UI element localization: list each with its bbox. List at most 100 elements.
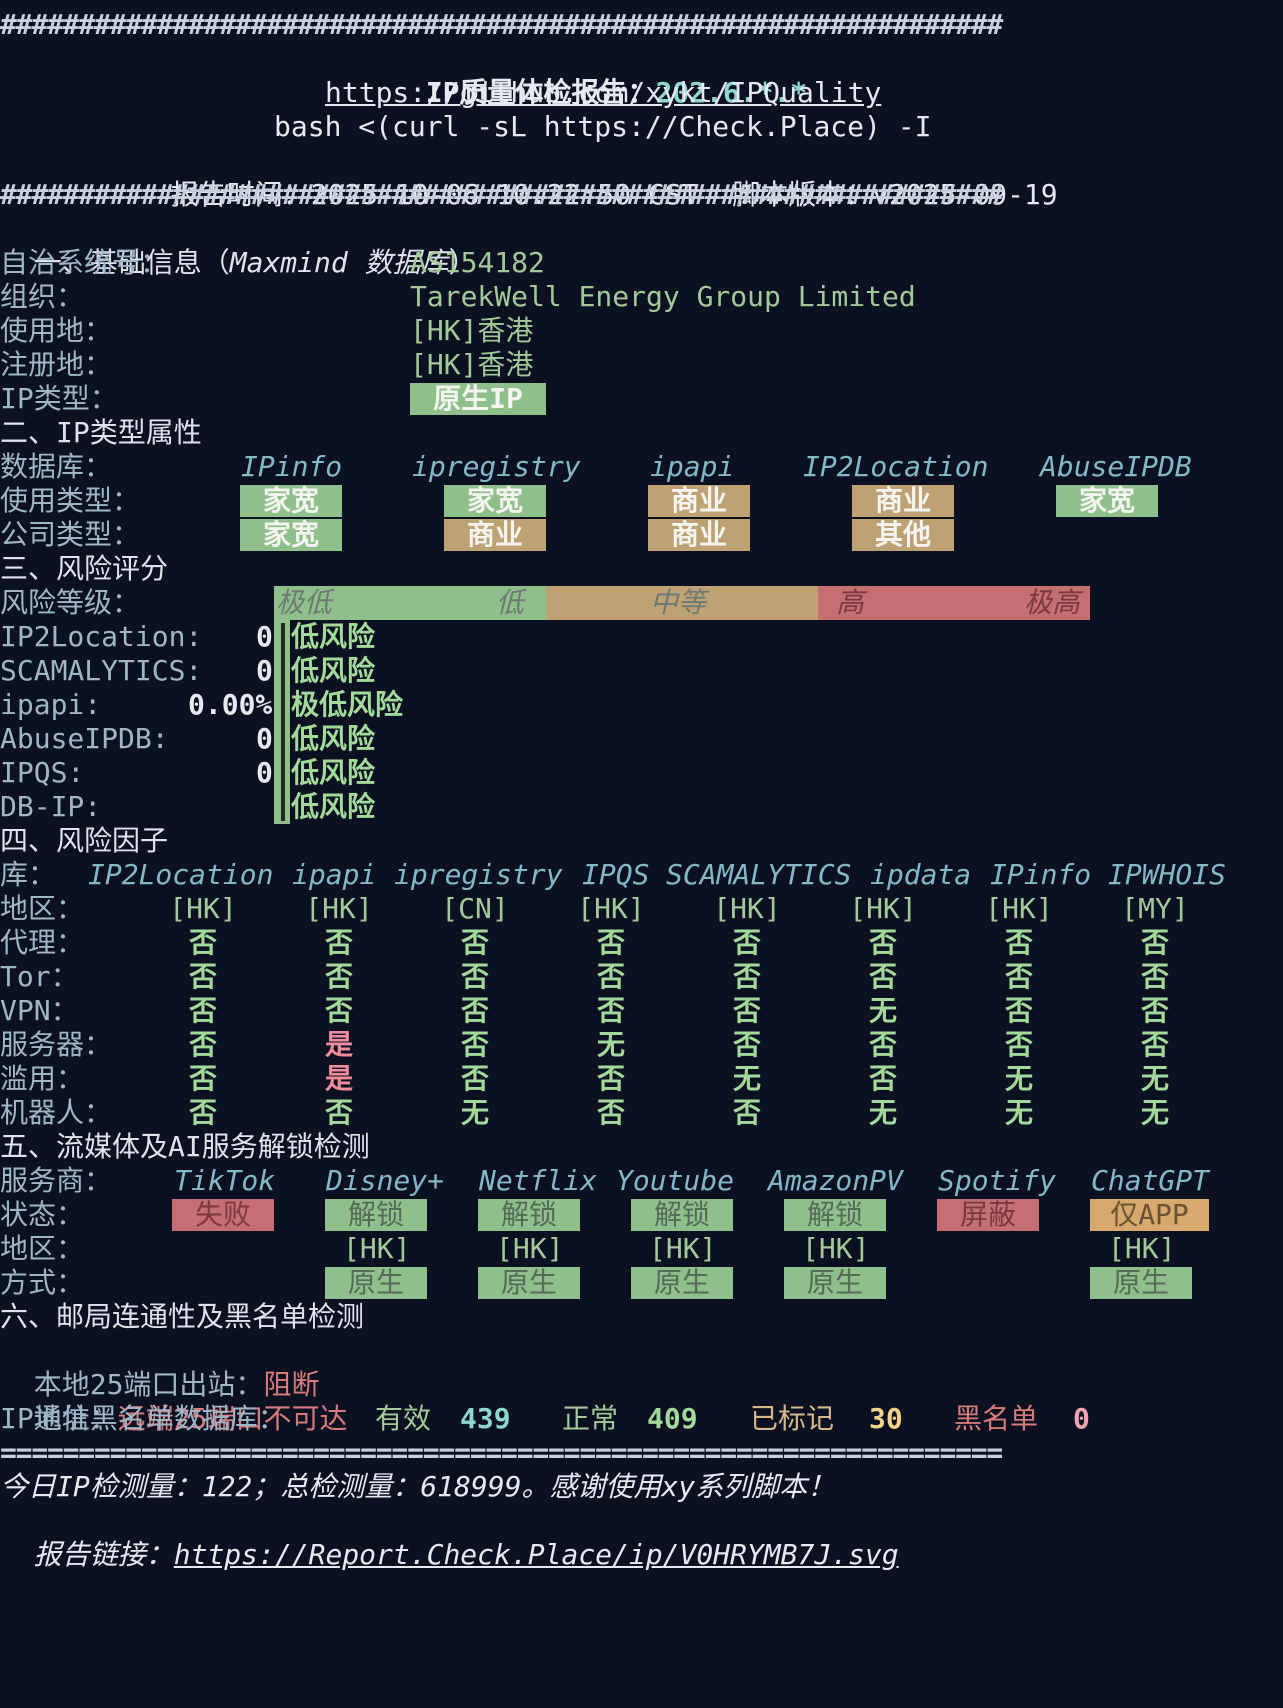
- region-chatgpt: [HK]: [1108, 1232, 1176, 1265]
- provider-disney: Disney+: [326, 1164, 445, 1197]
- factor-cell: 否: [460, 1028, 489, 1061]
- footer-link-label: 报告链接：: [33, 1538, 174, 1571]
- risk-row-label: ipapi:: [0, 688, 102, 721]
- factor-cell: [MY]: [1121, 892, 1189, 925]
- factor-db-ipinfo: IPinfo: [990, 858, 1092, 891]
- factor-cell: 否: [324, 994, 353, 1027]
- factors-lib-label: 库：: [0, 858, 57, 891]
- risk-row-score: 0: [256, 620, 273, 653]
- region-netflix: [HK]: [496, 1232, 564, 1265]
- section-attr-heading: 二、IP类型属性: [0, 416, 202, 449]
- factor-cell: 否: [324, 926, 353, 959]
- factor-cell: 否: [460, 1062, 489, 1095]
- script-version: v2025-09-19: [872, 178, 1058, 211]
- status-tiktok: 失败: [172, 1199, 274, 1231]
- factor-cell: 否: [460, 926, 489, 959]
- factor-cell: 无: [1004, 1096, 1033, 1129]
- factor-cell: 否: [1140, 960, 1169, 993]
- factor-cell: 否: [596, 926, 625, 959]
- factor-cell: 否: [1004, 926, 1033, 959]
- factor-cell: 无: [1140, 1062, 1169, 1095]
- factor-cell: 否: [188, 994, 217, 1027]
- bl-black-label: 黑名单: [954, 1402, 1039, 1435]
- factor-cell: 无: [868, 994, 897, 1027]
- provider-tiktok: TikTok: [174, 1164, 276, 1197]
- risk-scale-bar: 极低 低 中等 高 极高: [0, 586, 1283, 620]
- use-badge-ipinfo: 家宽: [240, 485, 342, 517]
- method-amazonpv: 原生: [784, 1267, 886, 1299]
- blacklist-stats: 有效 439 正常 409 已标记 30 黑名单 0: [0, 1402, 1283, 1436]
- risk-scale-tan: [546, 586, 818, 620]
- section-basic-title: 一、基础信息（: [33, 246, 230, 279]
- factor-cell: 无: [1004, 1062, 1033, 1095]
- factor-cell: 否: [188, 1096, 217, 1129]
- factor-cell: 无: [868, 1096, 897, 1129]
- factor-cell: 否: [1004, 1028, 1033, 1061]
- factor-cell: [CN]: [441, 892, 509, 925]
- attr-db-ipapi: ipapi: [650, 450, 735, 483]
- usage-label: 使用地：: [0, 314, 113, 347]
- factor-cell: [HK]: [305, 892, 373, 925]
- repo-link[interactable]: https://github.com/xykt/IPQuality: [325, 76, 882, 109]
- ip-type-row: 原生IP: [0, 382, 1283, 416]
- factor-cell: 否: [732, 1096, 761, 1129]
- co-badge-ipapi: 商业: [648, 519, 750, 551]
- risk-scale-very-low: 极低: [276, 586, 333, 619]
- footer-stats: 今日IP检测量：122；总检测量：618999。感谢使用xy系列脚本！: [0, 1470, 836, 1503]
- use-badge-ipregistry: 家宽: [444, 485, 546, 517]
- factor-cell: 否: [596, 1062, 625, 1095]
- method-chatgpt: 原生: [1090, 1267, 1192, 1299]
- use-badge-ipapi: 商业: [648, 485, 750, 517]
- eq-rule: ========================================…: [0, 1436, 1003, 1469]
- factor-cell: 是: [324, 1062, 353, 1095]
- factor-cell: 无: [732, 1062, 761, 1095]
- report-meta: 报告时间：2025-10-06 10:22:50 CST 脚本版本：v2025-…: [137, 144, 1058, 211]
- usage-value: [HK]香港: [410, 314, 534, 347]
- risk-row-text: 低风险: [291, 654, 376, 687]
- factor-cell: [HK]: [985, 892, 1053, 925]
- org-label: 组织：: [0, 280, 85, 313]
- bl-valid-count: 439: [460, 1402, 511, 1435]
- attr-db-label: 数据库：: [0, 450, 113, 483]
- factor-cell: 否: [732, 994, 761, 1027]
- risk-row-label: AbuseIPDB:: [0, 722, 169, 755]
- attr-db-ipregistry: ipregistry: [412, 450, 581, 483]
- factor-cell: 否: [596, 1096, 625, 1129]
- risk-level-label: 风险等级：: [0, 586, 141, 619]
- footer-link-row: 报告链接：https://Report.Check.Place/ip/V0HRY…: [0, 1504, 899, 1571]
- risk-scale-red: [818, 586, 1090, 620]
- risk-row-label: DB-IP:: [0, 790, 102, 823]
- factor-db-ipwhois: IPWHOIS: [1108, 858, 1227, 891]
- factor-cell: 否: [324, 1096, 353, 1129]
- factor-cell: [HK]: [713, 892, 781, 925]
- risk-indicator-bar: [274, 620, 290, 824]
- status-disney: 解锁: [325, 1199, 427, 1231]
- stream-method-label: 方式：: [0, 1266, 85, 1299]
- factor-cell: 否: [460, 994, 489, 1027]
- risk-row-text: 低风险: [291, 620, 376, 653]
- risk-row-score: 0: [256, 722, 273, 755]
- factor-row-label: 代理：: [0, 926, 85, 959]
- region-amazonpv: [HK]: [802, 1232, 870, 1265]
- risk-row-label: IP2Location:: [0, 620, 203, 653]
- factor-db-ip2location: IP2Location: [88, 858, 274, 891]
- risk-row-label: IPQS:: [0, 756, 85, 789]
- ip-type-badge: 原生IP: [410, 383, 546, 415]
- factor-cell: 否: [188, 1062, 217, 1095]
- factor-cell: 否: [1004, 994, 1033, 1027]
- provider-netflix: Netflix: [479, 1164, 598, 1197]
- attr-db-ipinfo: IPinfo: [241, 450, 343, 483]
- attr-co-row: 家宽 商业 商业 其他: [0, 518, 1283, 552]
- co-badge-ip2location: 其他: [852, 519, 954, 551]
- script-version-label: 脚本版本：: [732, 178, 873, 211]
- provider-spotify: Spotify: [938, 1164, 1057, 1197]
- factor-db-ipqs: IPQS: [582, 858, 650, 891]
- mail-port-label: 本地25端口出站：: [33, 1368, 264, 1401]
- attr-co-label: 公司类型：: [0, 518, 141, 551]
- factor-cell: [HK]: [577, 892, 645, 925]
- mail-comm-row: 通信：远端25端口不可达: [0, 1368, 348, 1435]
- factor-row-label: 服务器：: [0, 1028, 113, 1061]
- risk-scale-green: [274, 586, 546, 620]
- status-amazonpv: 解锁: [784, 1199, 886, 1231]
- report-link[interactable]: https://Report.Check.Place/ip/V0HRYMB7J.…: [173, 1538, 899, 1571]
